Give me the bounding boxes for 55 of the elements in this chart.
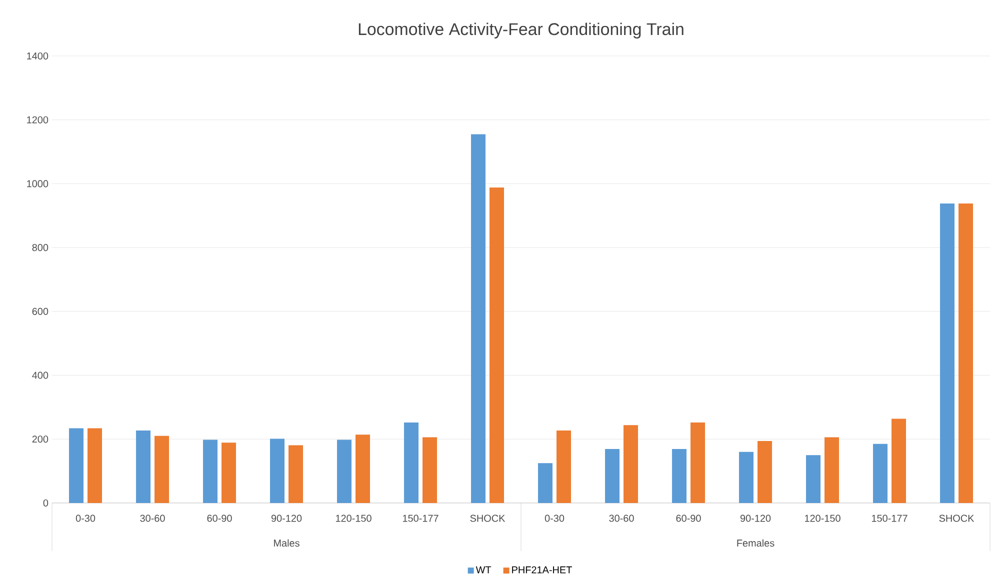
bar	[739, 452, 754, 503]
bar	[270, 438, 285, 503]
x-tick-label: SHOCK	[939, 514, 974, 522]
bar	[758, 441, 772, 503]
bar	[940, 204, 955, 503]
bar	[690, 422, 706, 503]
x-tick-label: 120-150	[804, 514, 840, 522]
y-tick-label: 1000	[27, 180, 48, 188]
y-tick-label: 400	[32, 372, 48, 379]
legend-label: WT	[476, 566, 492, 574]
y-tick-label: 600	[32, 308, 48, 315]
x-tick-label: 90-120	[740, 514, 771, 522]
bar	[337, 440, 352, 503]
bar	[958, 204, 974, 503]
bar	[556, 430, 572, 503]
bar	[404, 422, 419, 503]
text: Females	[737, 539, 774, 547]
y-tick-label: 1400	[27, 52, 48, 60]
bar	[471, 134, 486, 503]
bar	[222, 442, 236, 503]
bar	[490, 188, 504, 503]
y-tick-label: 1200	[27, 116, 48, 124]
y-tick-label: 200	[32, 436, 48, 443]
x-tick-label: 150-177	[402, 514, 438, 522]
x-tick-label: 60-90	[207, 514, 232, 522]
bar	[356, 434, 370, 503]
bar	[136, 430, 151, 503]
bar	[422, 437, 438, 503]
x-tick-label: 0-30	[76, 514, 96, 522]
chart-title: Locomotive Activity-Fear Conditioning Train	[358, 22, 684, 38]
legend-label: PHF21A-HET	[512, 566, 572, 574]
y-tick-label: 800	[32, 244, 48, 252]
bar	[88, 428, 102, 503]
y-tick-label: 0	[43, 499, 48, 507]
bar	[203, 440, 218, 503]
bar	[154, 436, 170, 503]
bar	[873, 444, 888, 503]
bar	[824, 437, 840, 503]
bar	[672, 449, 687, 503]
x-tick-label: 30-60	[140, 514, 165, 522]
x-tick-label: 60-90	[676, 514, 701, 522]
text: Males	[274, 539, 300, 547]
x-tick-label: 150-177	[872, 514, 908, 522]
bar	[69, 428, 84, 503]
x-tick-label: SHOCK	[470, 514, 506, 522]
x-tick-label: 30-60	[609, 514, 634, 522]
x-tick-label: 120-150	[336, 514, 372, 522]
bar	[806, 455, 821, 503]
x-tick-label: 0-30	[544, 514, 564, 522]
bar	[538, 463, 553, 503]
bar	[892, 418, 906, 503]
bar	[624, 425, 638, 503]
x-tick-label: 90-120	[271, 514, 302, 522]
bar	[288, 445, 304, 503]
bar	[605, 449, 620, 503]
